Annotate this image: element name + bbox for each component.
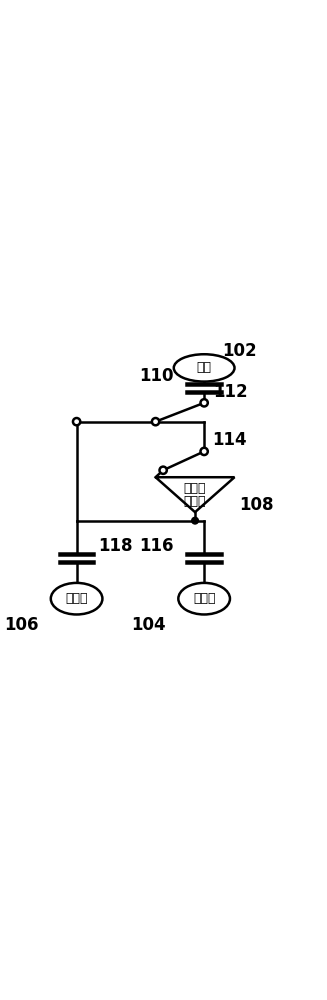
Circle shape: [200, 399, 208, 406]
Text: 110: 110: [139, 367, 174, 385]
Text: 106: 106: [4, 616, 39, 634]
Text: 114: 114: [212, 431, 246, 449]
Text: 108: 108: [239, 496, 274, 514]
Circle shape: [200, 448, 208, 455]
Text: 112: 112: [213, 383, 248, 401]
Text: 发射器: 发射器: [65, 592, 88, 605]
Circle shape: [152, 418, 159, 425]
Text: 无线: 无线: [197, 361, 212, 374]
Text: 低噪声: 低噪声: [184, 482, 206, 495]
Text: 104: 104: [131, 616, 166, 634]
Circle shape: [73, 418, 80, 425]
Text: 102: 102: [222, 342, 257, 360]
Circle shape: [160, 467, 167, 474]
Text: 接收器: 接收器: [193, 592, 215, 605]
Text: 116: 116: [139, 537, 174, 555]
Circle shape: [192, 517, 198, 524]
Text: 放大器: 放大器: [184, 495, 206, 508]
Text: 118: 118: [98, 537, 132, 555]
